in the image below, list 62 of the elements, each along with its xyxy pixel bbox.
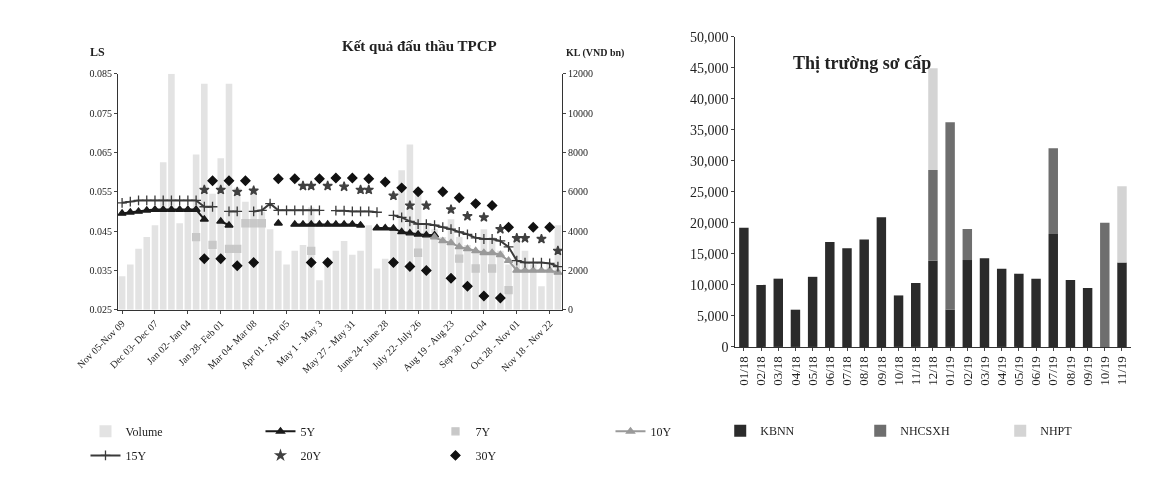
x-tick-label: 10/18 <box>890 356 906 386</box>
legend-label: NHPT <box>1040 424 1073 439</box>
y-tick-label: 25,000 <box>689 184 729 200</box>
y-tick-label: 0 <box>721 339 729 355</box>
y-tick-label: 50,000 <box>689 29 729 45</box>
y2-tick-label: 0 <box>568 304 574 316</box>
y-tick-label: 0.075 <box>89 107 112 119</box>
y2-tick-label: 8000 <box>568 146 589 158</box>
x-tick-label: 01/18 <box>736 356 752 386</box>
y-tick-label: 30,000 <box>689 153 729 169</box>
y-tick-label: 40,000 <box>689 91 729 107</box>
x-tick-label: 12/18 <box>925 356 941 386</box>
y2-axis-title: KL (VND bn) <box>566 47 625 59</box>
y2-tick-label: 12000 <box>568 68 594 80</box>
x-tick-label: 02/18 <box>753 356 769 386</box>
x-tick-label: 07/19 <box>1045 356 1061 386</box>
y2-tick-label: 4000 <box>568 225 589 237</box>
y-tick-label: 0.085 <box>89 68 112 80</box>
y-tick-label: 45,000 <box>689 60 729 76</box>
y-tick-label: 0.025 <box>89 304 112 316</box>
y-tick-label: 20,000 <box>689 215 729 231</box>
x-tick-label: 04/19 <box>993 356 1009 386</box>
y-tick-label: 0.055 <box>89 186 112 198</box>
y2-tick-label: 10000 <box>568 107 594 119</box>
x-tick-label: 05/19 <box>1011 356 1027 386</box>
y-tick-label: 10,000 <box>689 277 729 293</box>
y-tick-label: 5,000 <box>696 308 729 324</box>
y2-tick-label: 6000 <box>568 186 589 198</box>
x-tick-label: 02/19 <box>959 356 975 386</box>
legend-label: 15Y <box>125 449 147 464</box>
y-tick-label: 0.045 <box>89 225 112 237</box>
legend-label: NHCSXH <box>900 424 950 439</box>
text: Thị trường sơ cấp <box>793 53 932 73</box>
legend-label: Volume <box>125 425 163 440</box>
legend-label: 20Y <box>300 449 322 464</box>
legend-label: 5Y <box>300 425 316 440</box>
x-tick-label: 09/19 <box>1079 356 1095 386</box>
x-tick-label: 04/18 <box>787 356 803 386</box>
x-tick-label: 08/19 <box>1062 356 1078 386</box>
y-tick-label: 35,000 <box>689 122 729 138</box>
x-tick-label: 07/18 <box>839 356 855 386</box>
x-tick-label: 03/18 <box>770 356 786 386</box>
x-tick-label: 08/18 <box>856 356 872 386</box>
x-tick-label: 03/19 <box>976 356 992 386</box>
chart-title: Kết quả đấu thầu TPCP <box>342 38 497 54</box>
y-tick-label: 0.065 <box>89 146 112 158</box>
x-tick-label: 11/18 <box>907 356 923 386</box>
legend-label: KBNN <box>760 424 795 439</box>
y-axis-title: LS <box>90 45 105 59</box>
x-tick-label: 05/18 <box>804 356 820 386</box>
legend-label: 7Y <box>475 425 491 440</box>
x-tick-label: 06/19 <box>1028 356 1044 386</box>
x-tick-label: 11/19 <box>1114 356 1130 386</box>
x-tick-label: 01/19 <box>942 356 958 386</box>
y-tick-label: 15,000 <box>689 246 729 262</box>
legend-label: 30Y <box>475 449 497 464</box>
y-tick-label: 0.035 <box>89 264 112 276</box>
x-tick-label: 06/18 <box>822 356 838 386</box>
x-tick-label: 09/18 <box>873 356 889 386</box>
y2-tick-label: 2000 <box>568 264 589 276</box>
x-tick-label: 10/19 <box>1097 356 1113 386</box>
legend-label: 10Y <box>650 425 672 440</box>
